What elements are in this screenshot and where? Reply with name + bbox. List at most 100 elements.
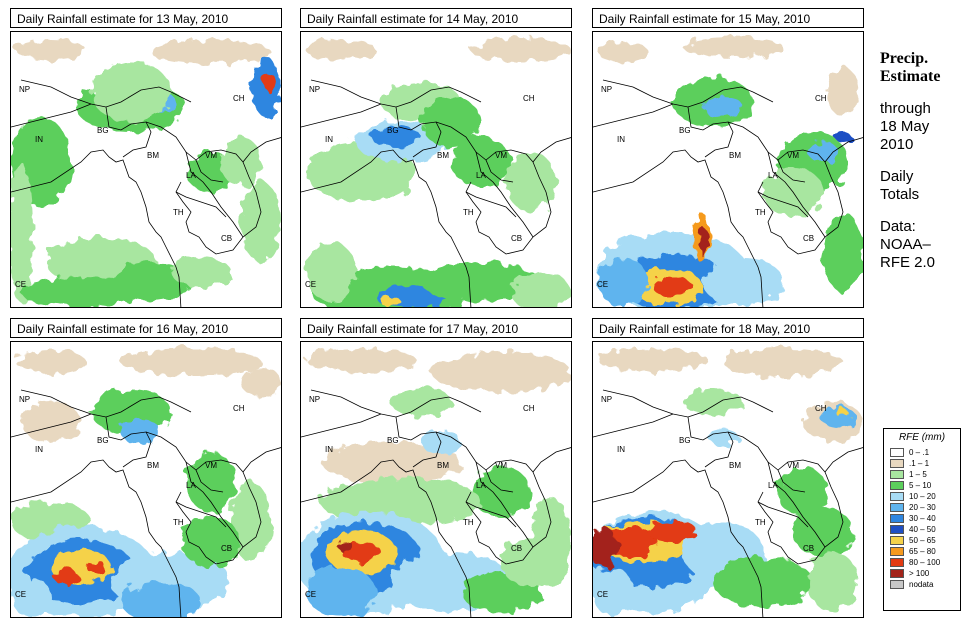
country-border: [475, 151, 534, 238]
country-border: [175, 501, 227, 528]
rain-area: [306, 40, 376, 60]
country-border: [310, 389, 482, 418]
rain-area: [471, 38, 571, 62]
country-label-la: LA: [476, 171, 486, 180]
country-border: [301, 149, 472, 307]
country-label-bg: BG: [679, 126, 691, 135]
country-border: [485, 469, 514, 493]
map-panel-d13: Daily Rainfall estimate for 13 May, 2010…: [10, 8, 282, 311]
country-label-cb: CB: [221, 234, 232, 243]
country-border: [593, 459, 764, 617]
legend-swatch: [890, 569, 904, 578]
country-border: [301, 459, 472, 617]
rain-area: [151, 40, 271, 64]
rain-area: [598, 257, 648, 307]
rain-area: [181, 517, 241, 567]
country-label-th: TH: [173, 518, 184, 527]
country-label-bg: BG: [97, 126, 109, 135]
country-border: [593, 149, 764, 307]
rainfall-map: NP CH IN BG BM VM LA TH CB CE: [300, 31, 572, 308]
rain-area: [511, 272, 571, 307]
country-label-cb: CB: [803, 544, 814, 553]
rain-area: [598, 348, 708, 372]
legend-label: 50 – 65: [909, 536, 936, 545]
country-border: [11, 149, 182, 307]
country-border: [185, 461, 244, 548]
panel-title: Daily Rainfall estimate for 16 May, 2010: [10, 318, 282, 338]
legend-label: 0 – .1: [909, 448, 930, 457]
country-label-ce: CE: [305, 280, 316, 289]
country-label-th: TH: [463, 518, 474, 527]
rain-area: [264, 72, 274, 92]
country-border: [20, 389, 192, 418]
country-label-vm: VM: [205, 151, 217, 160]
country-label-vm: VM: [495, 151, 507, 160]
rain-area: [506, 152, 556, 212]
map-panel-d15: Daily Rainfall estimate for 15 May, 2010…: [592, 8, 864, 311]
country-border: [602, 389, 774, 418]
rain-area: [21, 402, 81, 442]
country-label-la: LA: [768, 481, 778, 490]
rain-area: [431, 352, 571, 392]
country-label-bm: BM: [729, 461, 741, 470]
country-border: [310, 79, 482, 108]
rain-area: [683, 37, 783, 57]
country-label-cb: CB: [511, 234, 522, 243]
rainfall-map: NP CH IN BG BM VM LA TH CB CE: [10, 31, 282, 308]
country-label-ch: CH: [523, 94, 535, 103]
country-label-bg: BG: [387, 126, 399, 135]
country-label-np: NP: [19, 395, 30, 404]
country-label-ch: CH: [815, 94, 827, 103]
rain-area: [703, 97, 743, 117]
rain-area: [700, 227, 706, 257]
rain-area: [54, 569, 78, 585]
country-label-ce: CE: [15, 590, 26, 599]
country-label-th: TH: [755, 518, 766, 527]
rain-area: [808, 552, 858, 612]
rain-area: [306, 567, 376, 617]
rain-area: [683, 390, 743, 414]
map-panel-d14: Daily Rainfall estimate for 14 May, 2010…: [300, 8, 572, 311]
country-border: [485, 159, 514, 183]
legend-label: 10 – 20: [909, 492, 936, 501]
rain-area: [648, 522, 698, 542]
legend-item: 1 – 5: [890, 469, 960, 480]
legend-label: 1 – 5: [909, 470, 927, 479]
caption-line: Totals: [880, 186, 920, 203]
rain-area: [171, 257, 231, 287]
legend-label: 40 – 50: [909, 525, 936, 534]
caption-year: 2010: [880, 136, 914, 153]
rain-area: [121, 420, 161, 444]
legend-item: 80 – 100: [890, 557, 960, 568]
country-border: [757, 501, 809, 528]
legend-item: 0 – .1: [890, 447, 960, 458]
legend-label: 65 – 80: [909, 547, 936, 556]
country-label-vm: VM: [787, 461, 799, 470]
rain-area: [703, 257, 783, 307]
rain-area: [86, 561, 106, 573]
caption-line: RFE 2.0: [880, 254, 936, 271]
rain-area: [221, 137, 261, 187]
rain-area: [501, 537, 561, 587]
legend-label: > 100: [909, 569, 930, 578]
legend-title: RFE (mm): [898, 432, 946, 443]
country-label-np: NP: [601, 85, 612, 94]
country-label-ch: CH: [523, 404, 535, 413]
rain-area: [381, 297, 401, 307]
rain-area: [451, 137, 511, 187]
country-label-np: NP: [309, 395, 320, 404]
caption-line: Precip.: [880, 50, 929, 67]
rain-area: [653, 277, 693, 297]
country-label-bm: BM: [147, 461, 159, 470]
panel-title: Daily Rainfall estimate for 17 May, 2010: [300, 318, 572, 338]
country-label-np: NP: [19, 85, 30, 94]
legend-swatch: [890, 558, 904, 567]
country-label-th: TH: [755, 208, 766, 217]
panel-title: Daily Rainfall estimate for 18 May, 2010: [592, 318, 864, 338]
country-border: [11, 413, 92, 438]
rain-area: [338, 542, 354, 552]
legend-label: 5 – 10: [909, 481, 932, 490]
rain-area: [241, 182, 281, 262]
map-panel-d16: Daily Rainfall estimate for 16 May, 2010…: [10, 318, 282, 621]
panel-title: Daily Rainfall estimate for 14 May, 2010: [300, 8, 572, 28]
